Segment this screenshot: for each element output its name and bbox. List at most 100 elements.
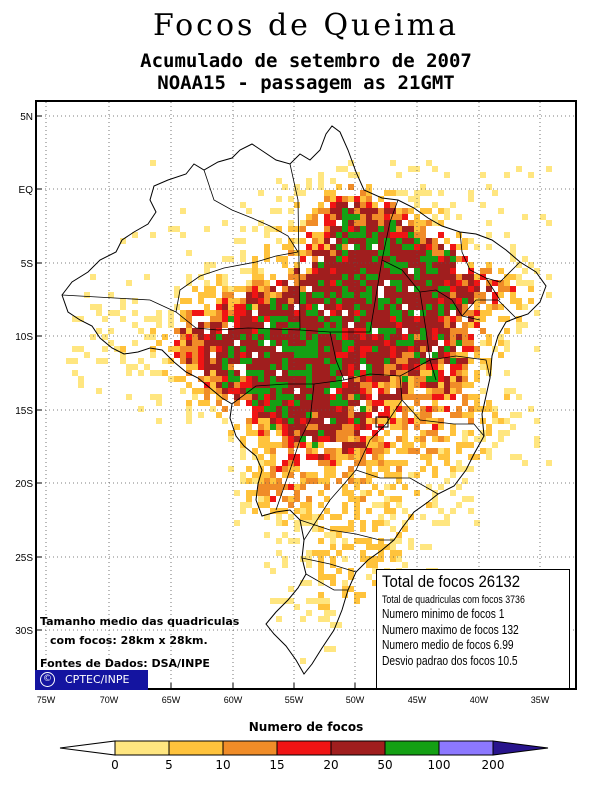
fire-cell bbox=[294, 328, 300, 334]
fire-cell bbox=[420, 190, 426, 196]
fire-cell bbox=[222, 286, 228, 292]
fire-cell bbox=[336, 454, 342, 460]
fire-cell bbox=[450, 250, 456, 256]
fire-cell bbox=[336, 370, 342, 376]
fire-cell bbox=[306, 400, 312, 406]
fire-cell bbox=[282, 364, 288, 370]
fire-cell bbox=[210, 292, 216, 298]
fire-cell bbox=[210, 364, 216, 370]
fire-cell bbox=[456, 292, 462, 298]
fire-cell bbox=[390, 496, 396, 502]
fire-cell bbox=[396, 286, 402, 292]
fire-cell bbox=[258, 352, 264, 358]
fire-cell bbox=[444, 268, 450, 274]
fire-cell bbox=[288, 496, 294, 502]
fire-cell bbox=[270, 322, 276, 328]
fire-cell bbox=[174, 346, 180, 352]
fire-cell bbox=[432, 166, 438, 172]
fire-cell bbox=[150, 352, 156, 358]
fire-cell bbox=[432, 382, 438, 388]
fire-cell bbox=[288, 376, 294, 382]
fire-cell bbox=[384, 286, 390, 292]
fire-cell bbox=[378, 214, 384, 220]
fire-cell bbox=[528, 280, 534, 286]
fire-cell bbox=[366, 340, 372, 346]
fire-cell bbox=[438, 484, 444, 490]
fire-cell bbox=[384, 304, 390, 310]
fire-cell bbox=[264, 346, 270, 352]
fire-cell bbox=[330, 286, 336, 292]
fire-cell bbox=[330, 460, 336, 466]
fire-cell bbox=[396, 250, 402, 256]
fire-cell bbox=[402, 238, 408, 244]
fire-cell bbox=[492, 280, 498, 286]
fire-cell bbox=[264, 460, 270, 466]
fire-cell bbox=[426, 334, 432, 340]
fire-cell bbox=[366, 316, 372, 322]
fire-cell bbox=[270, 376, 276, 382]
fire-cell bbox=[210, 340, 216, 346]
legend-arrow-max bbox=[492, 740, 549, 756]
fire-cell bbox=[258, 298, 264, 304]
fire-cell bbox=[186, 250, 192, 256]
fire-cell bbox=[414, 250, 420, 256]
fire-cell bbox=[366, 490, 372, 496]
fire-cell bbox=[312, 382, 318, 388]
fire-cell bbox=[396, 358, 402, 364]
fire-cell bbox=[318, 376, 324, 382]
fire-cell bbox=[342, 208, 348, 214]
fire-cell bbox=[348, 472, 354, 478]
fire-cell bbox=[372, 364, 378, 370]
fire-cell bbox=[216, 358, 222, 364]
fire-cell bbox=[348, 586, 354, 592]
fire-cell bbox=[432, 502, 438, 508]
fire-cell bbox=[162, 370, 168, 376]
fire-cell bbox=[270, 448, 276, 454]
fire-cell bbox=[306, 358, 312, 364]
fire-cell bbox=[468, 268, 474, 274]
fire-cell bbox=[378, 304, 384, 310]
fire-cell bbox=[300, 280, 306, 286]
fire-cell bbox=[444, 250, 450, 256]
fire-cell bbox=[324, 436, 330, 442]
fire-cell bbox=[180, 340, 186, 346]
fire-cell bbox=[396, 382, 402, 388]
fire-cell bbox=[204, 400, 210, 406]
fire-cell bbox=[306, 382, 312, 388]
fire-cell bbox=[354, 514, 360, 520]
fire-cell bbox=[330, 316, 336, 322]
fire-cell bbox=[318, 262, 324, 268]
fire-cell bbox=[330, 190, 336, 196]
fire-cell bbox=[510, 286, 516, 292]
fire-cell bbox=[252, 472, 258, 478]
fire-cell bbox=[402, 334, 408, 340]
fire-cell bbox=[342, 526, 348, 532]
fire-cell bbox=[306, 424, 312, 430]
fire-cell bbox=[408, 226, 414, 232]
fire-cell bbox=[246, 370, 252, 376]
fire-cell bbox=[402, 562, 408, 568]
fire-cell bbox=[354, 430, 360, 436]
fire-cell bbox=[486, 448, 492, 454]
fire-cell bbox=[336, 280, 342, 286]
fire-cell bbox=[324, 370, 330, 376]
fire-cell bbox=[264, 226, 270, 232]
fire-cell bbox=[258, 334, 264, 340]
fire-cell bbox=[282, 412, 288, 418]
fire-cell bbox=[342, 400, 348, 406]
fire-cell bbox=[222, 406, 228, 412]
fire-cell bbox=[294, 424, 300, 430]
fire-cell bbox=[396, 478, 402, 484]
fire-cell bbox=[378, 340, 384, 346]
fire-cell bbox=[360, 280, 366, 286]
fire-cell bbox=[426, 544, 432, 550]
fire-cell bbox=[336, 322, 342, 328]
lon-label: 60W bbox=[224, 695, 243, 705]
fire-cell bbox=[210, 262, 216, 268]
fire-cell bbox=[348, 250, 354, 256]
fire-cell bbox=[192, 328, 198, 334]
fire-cell bbox=[306, 598, 312, 604]
fire-cell bbox=[348, 220, 354, 226]
fire-cell bbox=[504, 370, 510, 376]
fire-cell bbox=[336, 310, 342, 316]
